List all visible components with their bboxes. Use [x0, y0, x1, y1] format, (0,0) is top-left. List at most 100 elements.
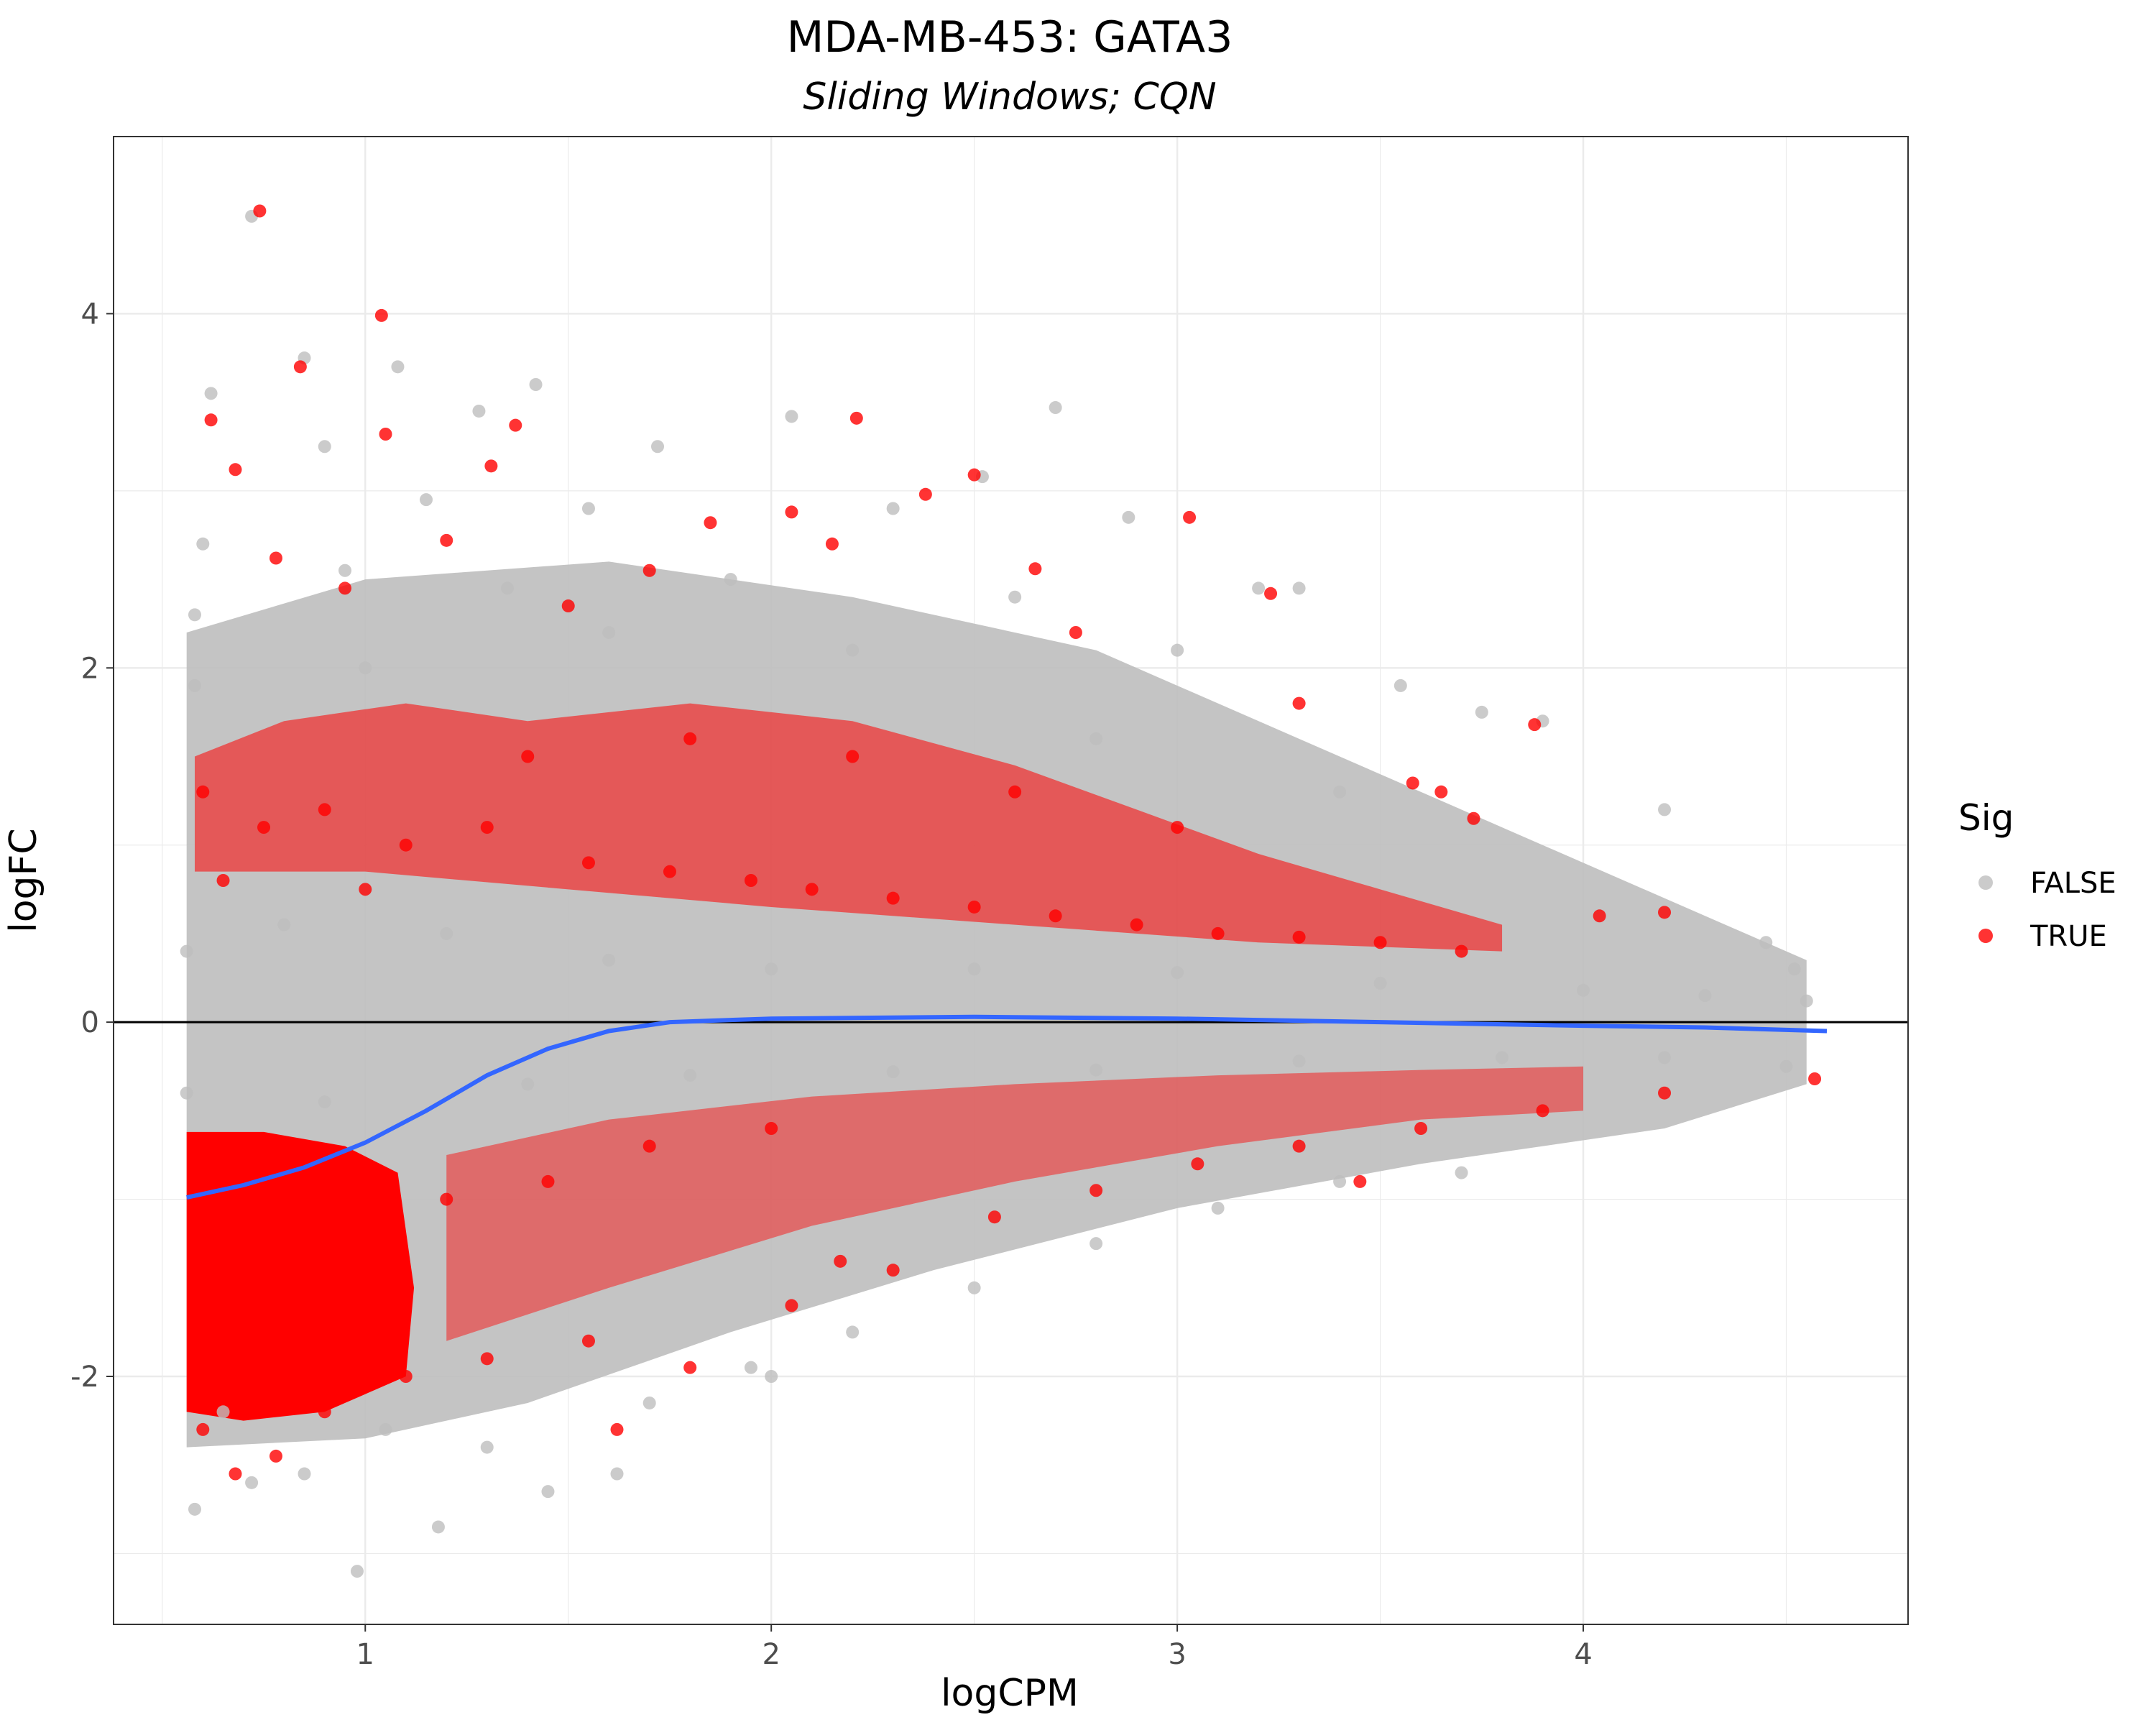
true-point — [440, 533, 453, 547]
false-point — [338, 564, 352, 577]
false-point — [1049, 401, 1062, 415]
true-point — [805, 883, 819, 896]
true-point — [642, 1139, 656, 1153]
true-point — [374, 308, 388, 322]
true-point — [1008, 785, 1022, 799]
true-point — [440, 1192, 453, 1206]
false-point — [500, 581, 514, 595]
false-point — [1252, 581, 1266, 595]
true-point — [1373, 936, 1387, 949]
trend-line — [186, 1014, 1828, 1200]
true-point — [846, 750, 860, 763]
x-tick-label: 3 — [1168, 1638, 1186, 1671]
true-point — [318, 1405, 331, 1419]
true-point — [236, 1370, 250, 1383]
true-point — [541, 1174, 555, 1188]
legend-title: Sig — [1958, 797, 2014, 839]
false-point — [1008, 590, 1022, 604]
true-point — [1406, 776, 1419, 790]
plot-panel — [113, 136, 1909, 1625]
x-tick-label: 4 — [1574, 1638, 1592, 1671]
chart-subtitle: Sliding Windows; CQN — [803, 75, 1216, 119]
true-point — [269, 1449, 282, 1463]
false-point — [480, 1440, 494, 1454]
false-point — [1393, 678, 1407, 692]
true-point — [886, 1264, 900, 1277]
false-point — [359, 661, 372, 675]
true-point — [1593, 909, 1606, 923]
false-point — [1333, 1174, 1347, 1188]
false-point — [188, 608, 201, 622]
false-point — [1759, 936, 1773, 949]
false-point — [1292, 1054, 1306, 1068]
true-point — [1049, 909, 1062, 923]
y-axis-ticks: -2 0 2 4 — [70, 298, 114, 1394]
false-point — [581, 502, 595, 515]
false-point — [683, 1069, 697, 1082]
true-point — [1171, 821, 1184, 834]
true-point — [253, 204, 267, 218]
true-point — [1434, 785, 1448, 799]
false-point — [846, 643, 860, 657]
false-point — [180, 944, 193, 958]
true-point — [359, 883, 372, 896]
series-true-points — [196, 204, 1822, 1481]
true-point — [484, 459, 498, 473]
false-point — [188, 1502, 201, 1516]
false-point — [1211, 1201, 1225, 1215]
false-point — [1373, 976, 1387, 990]
true-point — [610, 1422, 624, 1436]
true-point — [318, 803, 331, 816]
true-point — [521, 750, 535, 763]
false-point — [216, 1405, 230, 1419]
true-point — [509, 418, 522, 432]
true-point — [1353, 1174, 1367, 1188]
true-point — [581, 856, 595, 870]
true-point — [379, 428, 392, 441]
false-point — [1658, 1051, 1672, 1064]
false-point — [521, 1077, 535, 1091]
false-point — [188, 678, 201, 692]
true-point — [216, 874, 230, 887]
true-point — [1292, 696, 1306, 710]
false-point — [245, 1476, 259, 1489]
true-point — [683, 732, 697, 745]
false-point — [602, 626, 616, 639]
true-point — [663, 865, 676, 878]
false-point — [1171, 643, 1184, 657]
true-point — [359, 1246, 372, 1259]
true-point — [785, 505, 798, 519]
true-point — [196, 785, 210, 799]
true-point — [987, 1210, 1001, 1224]
false-point — [440, 926, 453, 940]
series-false-points — [180, 209, 1813, 1578]
true-point — [293, 360, 307, 374]
true-point — [918, 487, 932, 501]
true-point — [967, 900, 981, 914]
false-point — [765, 962, 778, 976]
false-point — [967, 962, 981, 976]
true-point — [1264, 586, 1278, 600]
true-point — [1211, 926, 1225, 940]
panel-border — [113, 136, 1909, 1625]
true-point — [480, 821, 494, 834]
true-point — [1191, 1157, 1204, 1171]
true-point — [1658, 1086, 1672, 1100]
true-point — [967, 468, 981, 482]
false-point — [1787, 962, 1801, 976]
true-point — [1658, 906, 1672, 919]
true-point — [765, 1122, 778, 1135]
false-point — [180, 1086, 193, 1100]
false-point — [277, 918, 291, 932]
false-point — [1800, 994, 1813, 1008]
true-point — [642, 564, 656, 577]
false-point — [886, 502, 900, 515]
true-point — [785, 1299, 798, 1312]
legend-key-true — [1978, 929, 1993, 943]
false-point — [610, 1467, 624, 1481]
false-point — [846, 1325, 860, 1339]
y-tick-label: 2 — [81, 652, 99, 685]
true-point — [399, 1370, 413, 1383]
true-point — [834, 1254, 847, 1268]
true-point — [269, 551, 282, 565]
